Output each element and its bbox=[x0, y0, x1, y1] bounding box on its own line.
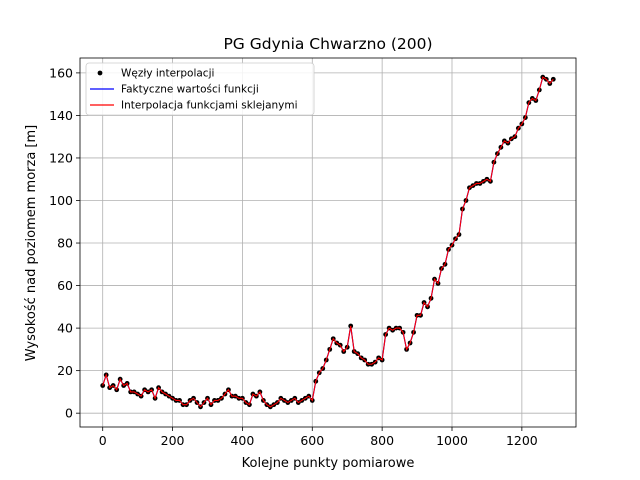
axes-frame bbox=[79, 57, 577, 428]
y-tick-label: 20 bbox=[57, 363, 73, 378]
y-tick-label: 160 bbox=[49, 65, 73, 80]
grid bbox=[80, 58, 576, 427]
legend-box bbox=[85, 62, 315, 116]
x-tick-label: 200 bbox=[161, 433, 185, 448]
x-axis-label: Kolejne punkty pomiarowe bbox=[242, 456, 415, 471]
x-tick-label: 800 bbox=[370, 433, 394, 448]
chart-title: PG Gdynia Chwarzno (200) bbox=[223, 35, 432, 53]
x-tick-label: 1000 bbox=[436, 433, 468, 448]
series-spline-line bbox=[102, 76, 554, 408]
plot-area bbox=[100, 74, 556, 410]
legend-label: Interpolacja funkcjami sklejanymi bbox=[121, 100, 298, 112]
x-tick-label: 0 bbox=[99, 433, 107, 448]
y-tick-label: 120 bbox=[49, 150, 73, 165]
y-axis-label: Wysokość nad poziomem morza [m] bbox=[24, 125, 39, 361]
x-tick-label: 1200 bbox=[506, 433, 538, 448]
legend: Węzły interpolacji Faktyczne wartości fun… bbox=[85, 62, 315, 116]
x-tick-label: 600 bbox=[300, 433, 324, 448]
y-tick-label: 80 bbox=[57, 236, 73, 251]
y-tick-label: 40 bbox=[57, 321, 73, 336]
legend-label: Faktyczne wartości funkcji bbox=[121, 84, 259, 96]
x-axis: 0 200 400 600 800 1000 1200 bbox=[99, 427, 538, 448]
y-tick-label: 140 bbox=[49, 108, 73, 123]
y-axis: 0 20 40 60 80 100 120 140 160 bbox=[49, 65, 80, 421]
y-tick-label: 100 bbox=[49, 193, 73, 208]
legend-marker-nodes bbox=[97, 70, 103, 76]
legend-label: Węzły interpolacji bbox=[121, 68, 214, 80]
x-tick-label: 400 bbox=[230, 433, 254, 448]
y-tick-label: 0 bbox=[65, 406, 73, 421]
y-tick-label: 60 bbox=[57, 278, 73, 293]
